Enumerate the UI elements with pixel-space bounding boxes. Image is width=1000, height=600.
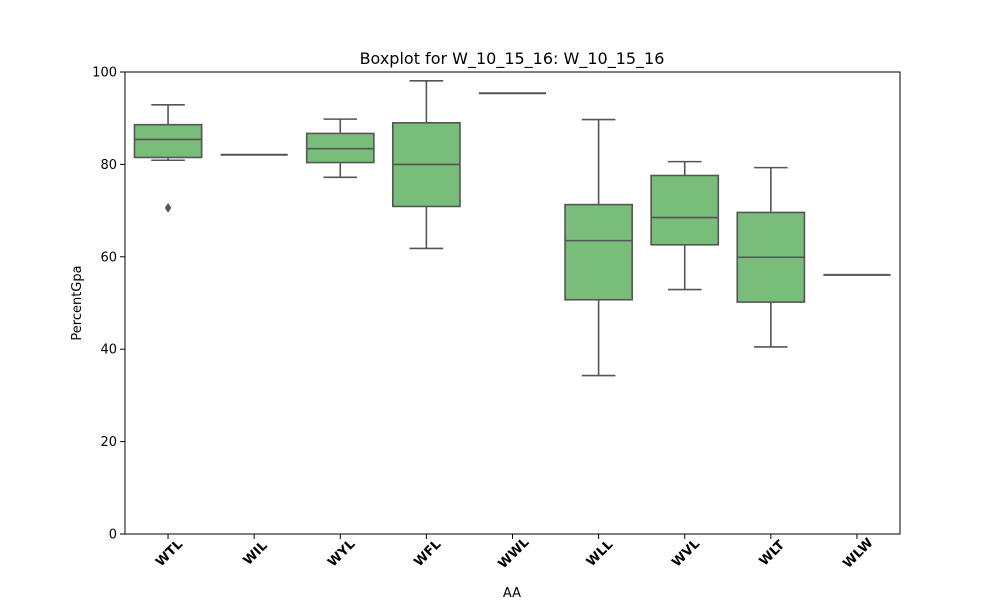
y-tick-label: 40	[100, 343, 117, 358]
x-tick-label: WFL	[411, 537, 444, 570]
x-axis: WTL WIL WYL WFL WWL WLL WVL WLT WLW	[153, 534, 876, 572]
box-iqr	[650, 174, 720, 246]
outlier-point	[164, 202, 172, 213]
y-tick-label: 100	[92, 66, 117, 81]
y-tick-label: 80	[100, 158, 117, 173]
y-tick-label: 60	[100, 250, 117, 265]
x-tick-label: WVL	[669, 537, 703, 571]
x-axis-label: AA	[503, 586, 521, 600]
x-tick-label: WLW	[840, 536, 876, 572]
x-tick-label: WIL	[241, 539, 271, 569]
plot-frame	[124, 71, 901, 535]
box-wvl	[650, 160, 720, 291]
y-axis-label: PercentGpa	[70, 265, 85, 340]
box-wll	[564, 118, 633, 377]
y-tick-label: 20	[100, 435, 117, 450]
box-wtl	[133, 104, 203, 213]
x-tick-label: WYL	[325, 537, 358, 570]
y-tick-label: 0	[109, 528, 117, 543]
x-tick-label: WTL	[153, 537, 186, 570]
x-tick-label: WLT	[757, 538, 788, 569]
box-wlt	[736, 166, 806, 348]
x-tick-label: WWL	[496, 535, 533, 572]
x-tick-label: WLL	[584, 537, 616, 569]
box-wfl	[392, 79, 461, 250]
box-iqr	[133, 123, 203, 159]
y-axis: 0 20 40 60 80 100	[92, 66, 125, 543]
box-iqr	[564, 203, 633, 301]
box-wyl	[305, 118, 375, 179]
chart-title: Boxplot for W_10_15_16: W_10_15_16	[360, 49, 665, 69]
